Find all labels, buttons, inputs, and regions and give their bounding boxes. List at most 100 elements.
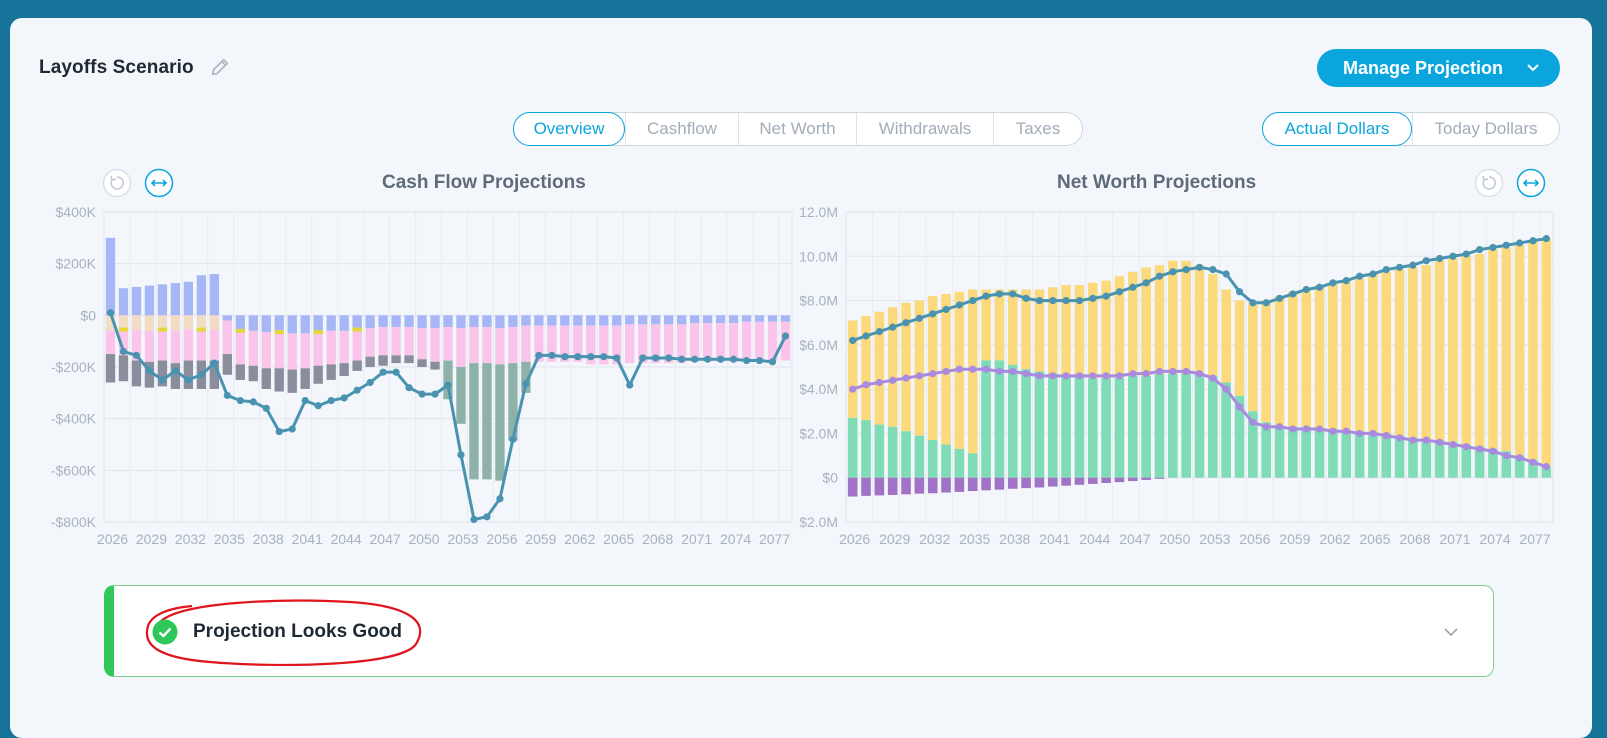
bar-taxes [131,360,142,387]
bar-accent-yellow [157,327,168,332]
x-tick-label: 2050 [1159,531,1190,547]
liquid-assets-point [1529,458,1537,466]
x-tick-label: 2059 [525,531,556,547]
tab-withdrawals[interactable]: Withdrawals [856,113,993,145]
bar-taxes [313,365,323,384]
projection-status-banner[interactable]: Projection Looks Good [104,585,1494,677]
bar-expense-top [365,315,375,329]
bar-expense-top [235,315,245,331]
bar-retirement-assets [1021,369,1031,478]
liquid-assets-point [915,372,923,380]
bar-retirement-assets [1074,375,1085,478]
bar-taxable-assets [1381,271,1392,434]
bar-accent-yellow [352,327,362,332]
bar-expense-living [715,323,726,362]
bar-retirement-assets [914,435,925,478]
bar-retirement-assets [1168,373,1178,478]
expand-chevron-icon[interactable] [1443,624,1459,640]
bar-expense-top [573,315,583,326]
bar-taxes [287,369,297,393]
expand-horizontal-icon-networth[interactable] [1516,168,1546,198]
net-worth-point [955,301,963,309]
x-tick-label: 2056 [1239,531,1270,547]
bar-expense-top [417,315,427,329]
bar-expense-living [741,321,752,361]
bar-taxable-assets [1514,245,1525,456]
bar-expense-living [352,329,362,361]
tab-taxes[interactable]: Taxes [993,113,1082,145]
net-worth-point [1516,239,1524,247]
liquid-assets-point [982,365,990,373]
bar-taxable-assets [1208,274,1218,376]
liquid-assets-point [1102,372,1110,380]
edit-pencil-icon[interactable] [209,56,231,78]
bar-expense-top [612,315,622,326]
tab-net-worth[interactable]: Net Worth [738,113,856,145]
net-cashflow-point [483,513,491,521]
net-cashflow-point [704,355,712,363]
bar-expense-top [300,315,310,334]
bar-expense-living [209,329,220,361]
bar-retirement-assets [1194,373,1205,478]
liquid-assets-point [1262,423,1270,431]
bar-taxes [456,367,466,424]
net-cashflow-point [678,355,686,363]
liquid-assets-point [1355,429,1364,438]
bar-taxable-assets [1528,240,1538,460]
bar-retirement-assets [1274,426,1285,478]
liquid-assets-point [1289,425,1297,433]
bar-taxes [183,360,194,389]
net-worth-point [1436,254,1444,263]
bar-retirement-assets [1061,375,1071,478]
tab-cashflow[interactable]: Cashflow [625,113,738,145]
bar-expense-top [547,315,557,326]
x-tick-label: 2068 [1399,531,1430,547]
tab-overview[interactable]: Overview [513,112,625,146]
bar-retirement-assets [1034,371,1045,478]
y-tick-label: $10.0M [800,248,838,264]
bar-expense-living [417,328,427,360]
net-cashflow-point [665,354,673,362]
bar-expense-top [313,315,323,333]
liquid-assets-point [1062,372,1070,380]
bar-retirement-assets [941,444,951,478]
bar-taxable-assets [1461,256,1472,445]
bar-retirement-assets [1261,422,1272,478]
bar-taxable-assets [1354,278,1365,432]
x-tick-label: 2065 [1359,531,1390,547]
bar-taxable-assets [1288,291,1298,427]
net-cashflow-point [535,351,543,359]
bar-retirement-assets [1221,382,1231,478]
liquid-assets-point [1302,425,1310,433]
tab-actual-dollars[interactable]: Actual Dollars [1262,112,1412,146]
bar-accent-yellow [196,327,207,332]
bar-retirement-assets [1394,435,1405,478]
reset-zoom-icon[interactable] [102,168,132,198]
bar-expense-top [209,315,220,330]
bar-expense-living [157,329,168,361]
manage-projection-button[interactable]: Manage Projection [1317,49,1560,87]
net-worth-point [969,296,977,305]
reset-zoom-icon-networth[interactable] [1474,168,1504,198]
bar-debt [1047,477,1058,487]
cashflow-chart[interactable]: $400K $200K $0 -$200K -$400K -$600K -$800K2026… [40,200,800,560]
bar-retirement-assets [1381,433,1392,478]
x-tick-label: 2047 [1119,531,1150,547]
bar-expense-living [196,329,207,361]
bar-expense-living [287,333,297,370]
bar-expense-living [248,330,258,366]
bar-retirement-assets [927,440,938,478]
net-cashflow-point [742,356,751,365]
networth-chart[interactable]: $12.0M $10.0M $8.0M $6.0M $4.0M $2.0M $0 -$2.0M… [800,200,1560,560]
bar-expense-living [339,330,349,364]
net-worth-point [1476,246,1484,254]
bar-taxable-assets [994,289,1005,361]
bar-taxable-assets [1301,289,1312,427]
bar-taxable-assets [887,307,898,427]
bar-expense-living [560,325,570,362]
bar-taxable-assets [1421,265,1432,441]
bar-expense-top [352,315,362,330]
liquid-assets-point [1275,423,1284,431]
tab-today-dollars[interactable]: Today Dollars [1412,113,1559,145]
expand-horizontal-icon[interactable] [144,168,174,198]
